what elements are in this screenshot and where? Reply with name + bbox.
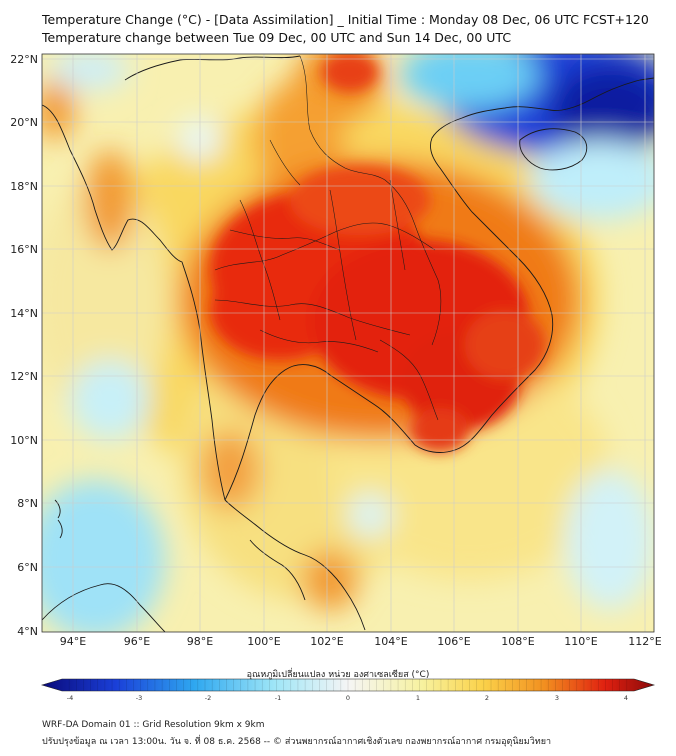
lat-label: 4°N xyxy=(17,625,38,638)
lon-label: 112°E xyxy=(628,635,661,648)
colorbar-tick-label: 2 xyxy=(485,694,489,702)
colorbar-tick-label: 3 xyxy=(555,694,559,702)
colorbar-tick-label: 4 xyxy=(624,694,628,702)
lat-label: 8°N xyxy=(17,497,38,510)
lat-label: 12°N xyxy=(10,370,38,383)
lon-label: 108°E xyxy=(501,635,534,648)
lon-label: 110°E xyxy=(564,635,597,648)
lon-label: 102°E xyxy=(310,635,343,648)
model-info: WRF-DA Domain 01 :: Grid Resolution 9km … xyxy=(42,720,265,730)
lat-label: 22°N xyxy=(10,53,38,66)
lat-label: 16°N xyxy=(10,243,38,256)
lon-label: 96°E xyxy=(124,635,150,648)
colorbar-tick-label: -1 xyxy=(275,694,281,702)
colorbar-tick-label: -4 xyxy=(67,694,73,702)
lat-label: 18°N xyxy=(10,180,38,193)
admin-boundaries xyxy=(214,55,442,421)
lat-label: 14°N xyxy=(10,307,38,320)
lon-label: 100°E xyxy=(247,635,280,648)
map-frame xyxy=(41,53,655,633)
lat-label: 10°N xyxy=(10,434,38,447)
coastlines xyxy=(42,55,654,632)
colorbar: -4 -3 -2 -1 0 1 2 3 4 xyxy=(40,678,656,702)
colorbar-title: อุณหภูมิเปลี่ยนแปลง หน่วย องศาเซลเซียส (… xyxy=(246,670,430,680)
lon-label: 98°E xyxy=(187,635,213,648)
temperature-field xyxy=(42,54,654,632)
longitude-labels: 94°E 96°E 98°E 100°E 102°E 104°E 106°E 1… xyxy=(60,635,662,648)
latitude-labels: 22°N 20°N 18°N 16°N 14°N 12°N 10°N 8°N 6… xyxy=(10,53,38,638)
lon-label: 104°E xyxy=(374,635,407,648)
credits: ปรับปรุงข้อมูล ณ เวลา 13:00น. วัน จ. ที่… xyxy=(42,737,552,747)
map-title: Temperature Change (°C) - [Data Assimila… xyxy=(42,12,649,27)
lon-label: 106°E xyxy=(437,635,470,648)
colorbar-tick-label: 1 xyxy=(416,694,420,702)
colorbar-tick-label: -3 xyxy=(136,694,142,702)
colorbar-tick-label: 0 xyxy=(346,694,350,702)
lat-label: 20°N xyxy=(10,116,38,129)
graticule xyxy=(42,54,654,632)
lat-label: 6°N xyxy=(17,561,38,574)
colorbar-tick-label: -2 xyxy=(205,694,211,702)
lon-label: 94°E xyxy=(60,635,86,648)
map-subtitle: Temperature change between Tue 09 Dec, 0… xyxy=(42,30,512,45)
